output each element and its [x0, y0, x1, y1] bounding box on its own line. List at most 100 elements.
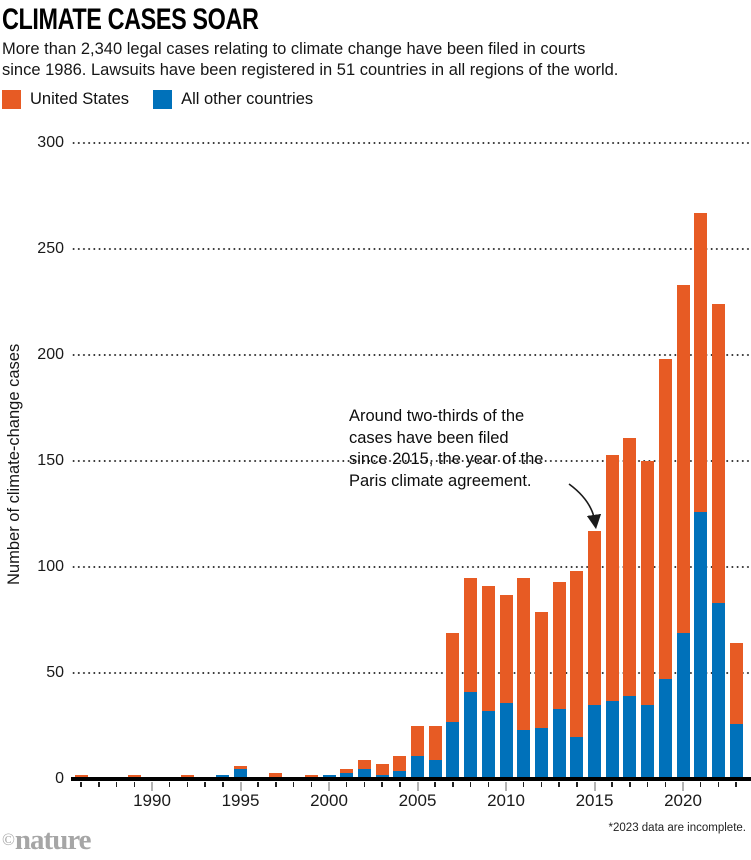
- x-tick-2000: [328, 782, 330, 791]
- x-tick-1987: [98, 782, 100, 787]
- bar-other-2022: [711, 603, 725, 777]
- bar-us-2017: [623, 437, 637, 697]
- bar-us-2001: [340, 768, 354, 773]
- x-tick-2023: [735, 782, 737, 787]
- bar-us-1989: [127, 774, 141, 777]
- legend-label-all-other-countries: All other countries: [181, 90, 314, 108]
- bar-other-2002: [357, 768, 371, 777]
- copyright-icon: ©: [2, 830, 15, 849]
- bar-us-2023: [729, 643, 743, 724]
- bar-other-1994: [216, 774, 230, 777]
- x-tick-label-2020: 2020: [664, 791, 702, 810]
- y-tick-label-100: 100: [37, 558, 64, 575]
- y-tick-label-150: 150: [37, 452, 64, 469]
- x-tick-2016: [611, 782, 613, 787]
- bar-us-2006: [428, 726, 442, 761]
- bar-us-2012: [534, 611, 548, 729]
- nature-logo: ©nature: [2, 824, 92, 857]
- grid-line-50: [71, 672, 749, 674]
- bar-other-2020: [676, 632, 690, 777]
- legend-swatch-united-states-icon: [2, 90, 21, 109]
- x-tick-1994: [222, 782, 224, 787]
- bar-us-2014: [570, 571, 584, 737]
- x-tick-2020: [682, 782, 684, 791]
- x-tick-1990: [151, 782, 153, 791]
- bar-us-2022: [711, 304, 725, 604]
- grid-line-200: [71, 354, 749, 356]
- bar-other-1995: [234, 768, 247, 777]
- bar-us-2010: [499, 594, 513, 703]
- x-tick-1988: [115, 782, 118, 787]
- legend-swatch-all-other-countries-icon: [153, 90, 173, 109]
- bar-other-2014: [570, 736, 584, 777]
- y-tick-label-0: 0: [55, 770, 64, 787]
- bar-us-2008: [464, 577, 478, 693]
- bar-us-2007: [446, 632, 460, 722]
- bar-us-1995: [234, 766, 247, 769]
- grid-line-250: [71, 248, 749, 250]
- bar-us-2011: [517, 577, 531, 731]
- x-tick-1998: [292, 782, 295, 787]
- bar-us-1992: [180, 774, 194, 777]
- x-tick-1995: [239, 782, 242, 791]
- x-tick-label-2005: 2005: [398, 791, 437, 810]
- x-tick-1993: [204, 782, 206, 787]
- bar-us-2002: [357, 760, 371, 769]
- x-tick-2011: [522, 782, 525, 787]
- bar-other-2018: [641, 704, 655, 777]
- grid-line-300: [71, 142, 749, 144]
- bar-us-2019: [658, 359, 672, 680]
- x-tick-label-2010: 2010: [487, 791, 525, 810]
- bar-us-2018: [641, 461, 655, 705]
- legend-item-all-other-countries: All other countries: [153, 90, 313, 109]
- bar-other-2010: [499, 702, 513, 777]
- x-tick-label-1995: 1995: [221, 791, 260, 810]
- bar-other-2006: [428, 760, 442, 777]
- y-tick-label-50: 50: [46, 664, 64, 681]
- x-tick-1989: [133, 782, 136, 787]
- legend-label-united-states: United States: [30, 90, 130, 108]
- x-tick-2018: [646, 782, 649, 787]
- annotation-text: Around two-thirds of the cases have been…: [349, 407, 544, 490]
- x-axis-line: [71, 777, 751, 781]
- x-tick-2021: [699, 782, 702, 787]
- chart-title: CLIMATE CASES SOAR: [2, 3, 259, 36]
- x-tick-2003: [381, 782, 383, 787]
- bar-other-2005: [411, 755, 424, 777]
- y-tick-label-250: 250: [37, 240, 64, 257]
- bar-us-2004: [393, 755, 407, 771]
- x-tick-1986: [80, 782, 82, 787]
- x-tick-2013: [558, 782, 560, 787]
- bar-other-2015: [588, 704, 601, 777]
- bar-other-2003: [375, 774, 389, 777]
- x-tick-label-2015: 2015: [575, 791, 614, 810]
- bar-other-2016: [605, 700, 619, 777]
- annotation-arrow-icon: [568, 483, 602, 530]
- bar-other-2012: [534, 728, 548, 777]
- bar-us-1986: [74, 774, 88, 777]
- bar-us-2015: [588, 531, 601, 705]
- x-tick-1997: [275, 782, 277, 787]
- x-tick-2012: [540, 782, 543, 787]
- bar-other-2009: [481, 711, 495, 777]
- grid-line-100: [71, 566, 749, 568]
- x-tick-2008: [469, 782, 472, 787]
- chart-subtitle: More than 2,340 legal cases relating to …: [2, 40, 619, 79]
- bar-us-2020: [676, 285, 690, 633]
- bar-us-2016: [605, 454, 619, 701]
- bar-us-1999: [304, 774, 318, 777]
- x-tick-2005: [416, 782, 419, 791]
- x-tick-2007: [452, 782, 454, 787]
- x-tick-2022: [717, 782, 720, 787]
- bar-us-2013: [552, 581, 566, 710]
- bar-other-2008: [464, 692, 478, 777]
- bar-other-2023: [729, 724, 743, 777]
- x-tick-label-1990: 1990: [133, 791, 171, 810]
- x-tick-label-2000: 2000: [310, 791, 348, 810]
- bar-other-2013: [552, 709, 566, 777]
- x-tick-1992: [186, 782, 189, 787]
- x-tick-2010: [505, 782, 507, 791]
- x-tick-2006: [434, 782, 436, 787]
